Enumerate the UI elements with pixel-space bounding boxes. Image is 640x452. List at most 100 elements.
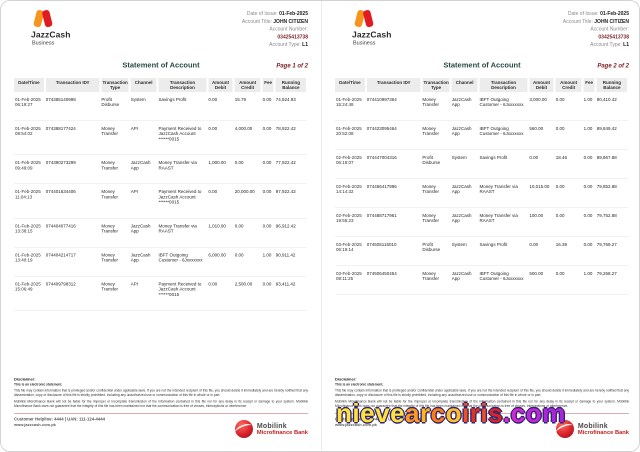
footer-divider xyxy=(14,413,308,414)
statement-page-1: JazzCash Business Date of Issue: 01-Feb-… xyxy=(1,1,321,451)
cell-balance: 89,849.42 xyxy=(595,120,628,150)
cell-id: 074401634406 xyxy=(44,183,101,219)
cell-desc: Money Transfer via RAAST xyxy=(478,178,529,208)
cell-fee: 0.00 xyxy=(582,178,596,208)
cell-type: Money Transfer xyxy=(421,120,451,150)
cell-channel: JazzCash App xyxy=(450,120,479,150)
cell-channel: System xyxy=(129,91,158,121)
column-header: Transaction Type xyxy=(421,77,452,92)
table-header-row: Date/Time Transaction ID# Transaction Type… xyxy=(335,77,629,92)
transaction-row: 01-Feb-2025 06:19:27 074385140998 Profit Di… xyxy=(14,91,307,121)
mobilink-orb-icon xyxy=(234,420,253,438)
account-title: Account Title: JOHN CITIZEN xyxy=(562,18,629,25)
cell-datetime: 02-Feb-2025 14:14:32 xyxy=(335,178,366,208)
cell-credit: 20,000.00 xyxy=(233,183,262,219)
helpline-text: Customer Helpline: 4444 | UAN: 111-124-4… xyxy=(14,416,105,422)
watermark-letter: i xyxy=(480,398,489,428)
watermark-letter: s xyxy=(488,398,504,428)
cell-debit: 0.00 xyxy=(207,91,234,121)
watermark-letter: i xyxy=(461,398,470,428)
watermark-letter: r xyxy=(469,398,481,428)
cell-desc: IBFT Outgoing Customer - 6Jxxxxxxx xyxy=(478,120,529,150)
bank-subtitle: Microfinance Bank xyxy=(256,429,308,436)
cell-debit: 0.00 xyxy=(207,120,234,155)
cell-desc: IBFT Outgoing Customer - 6Jxxxxxxx xyxy=(478,91,529,121)
cell-id: 074388177424 xyxy=(44,120,101,155)
mobilink-logo: Mobilink Microfinance Bank xyxy=(234,420,308,438)
cell-id: 074423095464 xyxy=(365,120,422,150)
watermark-letter: . xyxy=(503,398,511,428)
column-header: Running Balance xyxy=(274,77,308,92)
cell-type: Money Transfer xyxy=(100,154,130,184)
website-text: www.jazzcash.com.pk xyxy=(335,422,377,428)
cell-desc: Payment Received to JazzCash Account ***… xyxy=(157,276,208,311)
transaction-row: 02-Feb-2025 19:55:23 074488717961 Money Tra… xyxy=(335,207,628,237)
transaction-row: 02-Feb-2025 14:14:32 074466417996 Money Tra… xyxy=(335,178,628,208)
disclaimer-title: Disclaimer: xyxy=(335,377,357,382)
cell-id: 074506450454 xyxy=(365,265,422,295)
column-header: Date/Time xyxy=(335,77,367,92)
cell-desc: Money Transfer via RAAST xyxy=(478,207,529,237)
cell-type: Money Transfer xyxy=(421,265,451,295)
cell-fee: 0.00 xyxy=(261,218,275,248)
cell-debit: 1,000.00 xyxy=(207,154,234,184)
cell-fee: 0.00 xyxy=(582,149,596,179)
cell-balance: 78,922.42 xyxy=(274,120,307,155)
cell-debit: 560.00 xyxy=(528,120,555,150)
column-header: Date/Time xyxy=(14,77,46,92)
disclaimer-paragraph: This file may contain information that i… xyxy=(14,389,308,397)
cell-fee: 0.00 xyxy=(582,236,596,266)
page-header: JazzCash Business Date of Issue: 01-Feb-… xyxy=(14,1,308,49)
cell-debit: 3,000.00 xyxy=(528,91,555,121)
cell-datetime: 01-Feb-2025 11:04:13 xyxy=(14,183,45,219)
cell-desc: Money Transfer via RAAST xyxy=(157,218,208,248)
column-header: Transaction ID# xyxy=(44,77,102,92)
jazzcash-logo-icon xyxy=(354,10,374,28)
cell-balance: 79,769.27 xyxy=(595,236,628,266)
transaction-row: 01-Feb-2025 08:54:02 074388177424 Money Tra… xyxy=(14,120,307,155)
cell-fee: 1.00 xyxy=(582,91,596,121)
cell-credit: 0.00 xyxy=(554,265,583,295)
account-type: Account Type: L1 xyxy=(269,42,308,48)
column-header: Amount Debit xyxy=(207,77,235,92)
cell-type: Profit Disburse xyxy=(100,91,130,121)
helpline-text: Customer Helpline: 4444 | UAN: 111-124-4… xyxy=(335,416,426,422)
watermark-letter: a xyxy=(405,398,420,428)
cell-balance: 90,911.42 xyxy=(274,247,307,277)
cell-datetime: 03-Feb-2025 06:19:14 xyxy=(335,236,366,266)
cell-debit: 1,010.00 xyxy=(207,218,234,248)
jazzcash-logo-icon xyxy=(33,10,53,28)
brand-name: JazzCash xyxy=(352,30,392,40)
sheet-2: JazzCash Business Date of Issue: 01-Feb-… xyxy=(322,1,639,451)
watermark-letter: v xyxy=(375,398,391,428)
transaction-row: 01-Feb-2025 09:49:09 074390273299 Money Tra… xyxy=(14,154,307,184)
transactions-table: Date/Time Transaction ID# Transaction Type… xyxy=(335,77,629,295)
cell-desc: Payment Received to JazzCash Account ***… xyxy=(157,183,208,219)
cell-channel: JazzCash App xyxy=(129,218,158,248)
cell-datetime: 02-Feb-2025 19:55:23 xyxy=(335,207,366,237)
watermark-letter: i xyxy=(352,398,361,428)
column-header: Fee xyxy=(261,77,276,92)
account-number-label: Account Number: xyxy=(269,26,308,33)
transaction-row: 01-Feb-2025 13:40:19 074404214717 Money Tra… xyxy=(14,247,307,277)
transaction-row: 01-Feb-2025 15:06:49 074409798312 Money Tra… xyxy=(14,276,307,311)
cell-desc: Payment Received to JazzCash Account ***… xyxy=(157,120,208,155)
cell-channel: API xyxy=(129,120,158,155)
cell-credit: 0.00 xyxy=(554,178,583,208)
cell-id: 074404214717 xyxy=(44,247,101,277)
cell-datetime: 01-Feb-2025 20:52:08 xyxy=(335,120,366,150)
cell-channel: JazzCash App xyxy=(450,265,479,295)
cell-fee: 0.00 xyxy=(261,183,275,219)
cell-desc: IBFT Outgoing Customer - 6Jxxxxxxx xyxy=(478,265,529,295)
cell-fee: 0.00 xyxy=(261,120,275,155)
cell-credit: 0.00 xyxy=(233,154,262,184)
cell-desc: Savings Profit xyxy=(478,149,529,179)
watermark-letter: c xyxy=(510,398,526,428)
cell-id: 074409798312 xyxy=(44,276,101,311)
date-of-issue: Date of Issue: 01-Feb-2025 xyxy=(567,11,629,17)
electronic-note: This is an electronic statement. xyxy=(14,383,63,387)
cell-datetime: 01-Feb-2025 08:54:02 xyxy=(14,120,45,155)
cell-credit: 15.79 xyxy=(233,91,262,121)
brand-subtitle: Business xyxy=(32,40,55,46)
cell-id: 074390273299 xyxy=(44,154,101,184)
